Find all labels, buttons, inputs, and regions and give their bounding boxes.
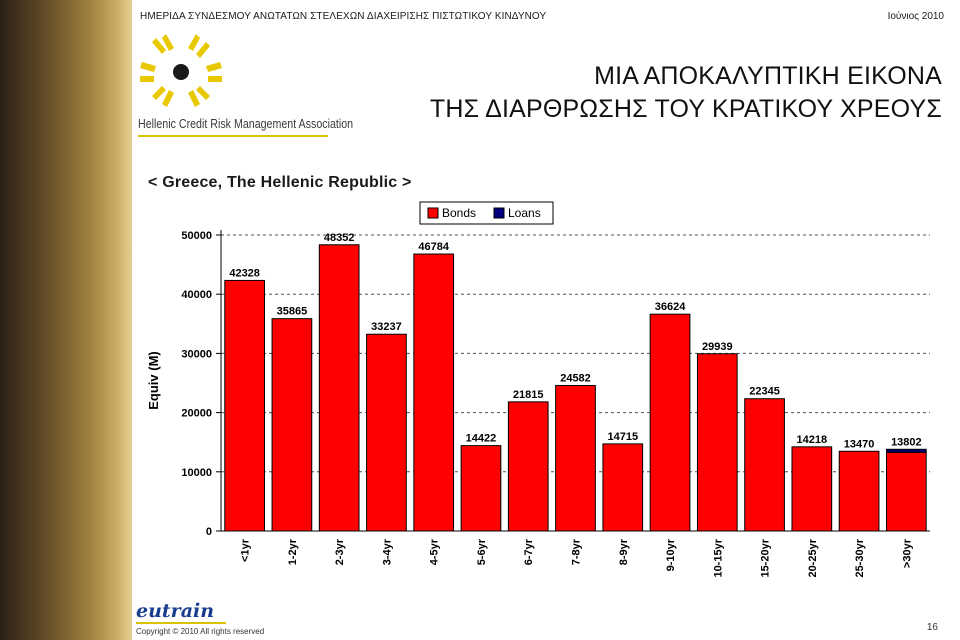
chart-subtitle: < Greece, The Hellenic Republic > <box>148 174 412 191</box>
x-tick-label: 3-4yr <box>381 538 393 565</box>
x-tick-label: <1yr <box>240 538 252 562</box>
bar-bonds <box>744 398 785 532</box>
x-tick-label: 9-10yr <box>665 538 677 571</box>
page-number: 16 <box>926 622 938 633</box>
bar-bonds <box>507 401 549 532</box>
x-tick-label: 20-25yr <box>807 538 819 577</box>
title-line-2: ΤΗΣ ΔΙΑΡΘΡΩΣΗΣ ΤΟΥ ΚΡΑΤΙΚΟΥ ΧΡΕΟΥΣ <box>429 95 942 123</box>
copyright: Copyright © 2010 All rights reserved <box>136 627 265 636</box>
x-tick-label: 25-30yr <box>854 538 866 577</box>
legend-box <box>419 201 554 225</box>
bar-bonds <box>649 313 691 532</box>
data-label: 48352 <box>324 232 355 244</box>
y-tick-label: 0 <box>206 526 212 538</box>
slide: ΗΜΕΡΙΔΑ ΣΥΝΔΕΣΜΟΥ ΑΝΩΤΑΤΩΝ ΣΤΕΛΕΧΩΝ ΔΙΑΧ… <box>132 0 960 640</box>
x-tick-label: 7-8yr <box>571 538 583 565</box>
x-tick-label: 4-5yr <box>429 538 441 565</box>
y-tick-label: 20000 <box>181 408 212 420</box>
y-tick-label: 40000 <box>181 289 212 301</box>
bar-bonds <box>224 279 265 532</box>
y-tick-label: 50000 <box>181 230 212 242</box>
data-label: 14422 <box>466 433 497 445</box>
footer-underline <box>136 622 226 624</box>
legend-label-loans: Loans <box>508 206 541 220</box>
logo-text: Hellenic Credit Risk Management Associat… <box>138 116 354 131</box>
x-tick-label: 2-3yr <box>334 538 346 565</box>
data-label: 33237 <box>371 321 402 333</box>
data-label: 46784 <box>418 241 449 253</box>
debt-maturity-chart: Equiv (M) 0 10000 20000 30000 40000 50000 42328… <box>146 201 930 578</box>
data-label: 13802 <box>891 436 922 448</box>
data-label: 14218 <box>797 434 828 446</box>
legend-label-bonds: Bonds <box>442 206 476 220</box>
data-label: 29939 <box>702 341 733 353</box>
event-date: Ιούνιος 2010 <box>887 11 944 22</box>
bar-bonds <box>791 446 833 532</box>
data-label: 42328 <box>229 267 260 279</box>
x-tick-label: 5-6yr <box>476 538 488 565</box>
bar-bonds <box>555 384 596 532</box>
data-label: 14715 <box>607 431 638 443</box>
footer-brand: eutrain <box>136 600 215 622</box>
bar-bonds <box>838 450 880 532</box>
data-label: 24582 <box>560 372 591 384</box>
bar-bonds <box>318 244 360 532</box>
x-tick-label: 8-9yr <box>618 538 630 565</box>
x-tick-label: 1-2yr <box>287 538 299 565</box>
y-axis-label: Equiv (M) <box>146 351 161 410</box>
logo-underline <box>138 135 328 137</box>
bar-bonds <box>696 353 738 532</box>
bar-bonds <box>460 445 502 532</box>
x-tick-label: 6-7yr <box>523 538 535 565</box>
bar-bonds <box>366 333 407 532</box>
header-bar: ΗΜΕΡΙΔΑ ΣΥΝΔΕΣΜΟΥ ΑΝΩΤΑΤΩΝ ΣΤΕΛΕΧΩΝ ΔΙΑΧ… <box>132 0 960 30</box>
data-label: 36624 <box>655 301 686 313</box>
data-label: 21815 <box>513 389 544 401</box>
hcrma-logo-icon <box>140 34 222 107</box>
page-title: ΜΙΑ ΑΠΟΚΑΛΥΠΤΙΚΗ ΕΙΚΟΝΑ ΤΗΣ ΔΙΑΡΘΡΩΣΗΣ Τ… <box>430 60 942 126</box>
data-label: 35865 <box>277 306 308 318</box>
x-tick-label: 15-20yr <box>760 538 772 577</box>
legend-swatch-loans <box>493 207 505 219</box>
y-tick-label: 30000 <box>181 348 212 360</box>
legend-swatch-bonds <box>427 207 439 219</box>
bar-bonds <box>271 318 313 532</box>
y-tick-label: 10000 <box>181 467 212 479</box>
bar-loans <box>886 448 927 453</box>
bar-bonds <box>413 253 455 532</box>
bar-bonds <box>886 451 927 532</box>
bar-bonds <box>602 443 644 532</box>
title-line-1: ΜΙΑ ΑΠΟΚΑΛΥΠΤΙΚΗ ΕΙΚΟΝΑ <box>594 62 942 90</box>
data-label: 13470 <box>844 438 875 450</box>
x-tick-label: >30yr <box>901 538 913 568</box>
data-label: 22345 <box>749 386 780 398</box>
event-title: ΗΜΕΡΙΔΑ ΣΥΝΔΕΣΜΟΥ ΑΝΩΤΑΤΩΝ ΣΤΕΛΕΧΩΝ ΔΙΑΧ… <box>140 11 547 22</box>
x-tick-label: 10-15yr <box>712 538 724 577</box>
